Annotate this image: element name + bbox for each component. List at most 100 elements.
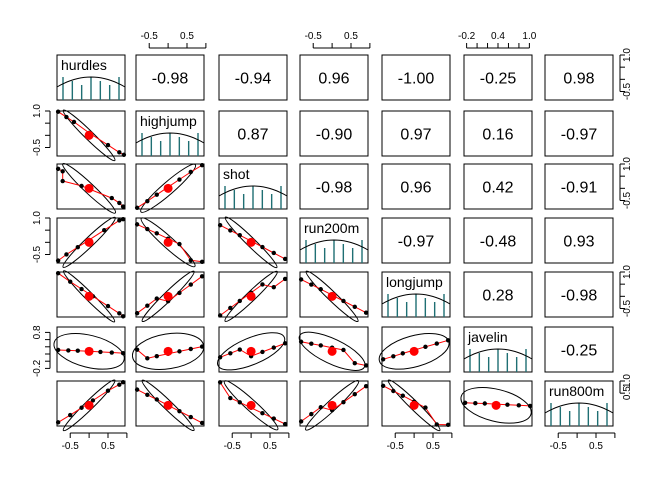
panel-run200m-run200m: run200m [299,217,369,264]
panel-highjump-longjump: 0.97 [381,110,451,157]
panel-highjump-javelin: 0.16 [463,110,533,157]
density-curve [463,348,533,360]
panel-javelin-run200m [298,326,369,373]
data-point [177,349,182,354]
data-point [188,282,193,287]
panel-frame [381,54,451,101]
data-point [228,228,233,233]
correlation-value: -0.48 [480,234,517,251]
data-point [199,344,205,349]
data-point [154,296,159,301]
panel-frame [135,54,205,101]
panel-frame [299,380,369,427]
mean-point [327,346,337,356]
correlation-value: 0.93 [563,234,594,251]
data-point [341,347,346,353]
top-axis-run200m: -0.5 0.5 [305,31,371,49]
data-point [260,282,265,287]
panel-highjump-run200m: -0.90 [299,110,369,157]
data-point [55,258,61,263]
panel-frame [381,217,451,264]
correlation-value: 0.96 [400,180,431,197]
data-point [75,348,80,353]
mean-point [327,291,337,301]
data-point [271,345,276,350]
data-point [117,218,122,223]
panel-run200m-shot [217,216,288,269]
data-point [228,351,233,356]
tick-label: 0.8 [32,325,43,339]
mean-point [163,291,173,301]
variable-label: run800m [549,383,604,399]
correlation-ellipse [62,162,117,214]
panel-highjump-run800m: -0.97 [544,110,614,157]
panel-run800m-longjump [380,379,451,432]
mean-point [491,400,501,410]
mean-point [246,291,256,301]
data-point [298,419,304,424]
data-point [145,198,150,204]
correlation-value: -0.94 [235,71,272,88]
top-axis-javelin: -0.2 0.4 1.0 [458,31,537,49]
right-axis-hurdles: -0.5 1.0 [619,48,633,100]
correlation-value: 0.16 [482,127,513,144]
tick-label: 1.0 [32,104,43,118]
panel-frame [56,110,126,157]
panel-run800m-run200m [298,380,369,431]
panel-frame [463,163,533,210]
data-point [79,286,84,292]
panel-frame [135,163,205,210]
density-curve [218,185,288,197]
panel-run800m-hurdles [55,379,126,432]
left-axis-javelin: -0.2 0.8 [32,325,51,377]
panel-run200m-run800m: 0.93 [544,217,614,264]
panel-longjump-highjump [134,270,205,323]
panel-run800m-run800m: run800m [544,380,614,427]
panel-frame [463,110,533,157]
tick-label: -0.5 [550,441,568,452]
variable-label: javelin [467,329,508,345]
data-point [482,401,487,406]
tick-label: -0.2 [32,359,43,377]
data-point [318,287,323,292]
variable-label: shot [223,166,250,182]
data-point [271,416,276,421]
data-point [352,360,357,366]
correlation-value: 0.28 [482,288,513,305]
mean-point [84,183,94,193]
panel-frame [56,217,126,264]
variable-label: run200m [304,220,359,236]
data-point [228,305,233,311]
data-point [380,357,386,362]
panel-shot-javelin: 0.42 [463,163,533,210]
panel-hurdles-run800m: 0.98 [544,54,614,101]
correlation-ellipse [53,333,125,370]
panel-run800m-highjump [134,379,205,432]
panel-highjump-shot: 0.87 [218,110,288,157]
mean-point [246,346,256,356]
panel-frame [381,326,451,373]
tick-label: 0.4 [491,31,505,42]
density-curve [135,132,205,144]
data-point [145,303,150,308]
tick-label: 0.5 [180,31,194,42]
panel-frame [218,326,288,373]
data-point [445,338,451,343]
panel-highjump-highjump: highjump [135,110,205,157]
right-axis-shot: -0.5 1.0 [619,157,633,209]
variable-label: highjump [140,113,197,129]
panel-frame [463,54,533,101]
data-point [423,405,428,410]
panel-run800m-javelin [460,380,533,427]
data-point [380,383,386,388]
panel-frame [381,380,451,427]
data-point [352,304,357,310]
data-point [237,400,242,405]
right-axis-longjump: -0.5 1.0 [619,265,633,317]
tick-label: 0.5 [263,441,277,452]
data-point [298,339,304,344]
panel-frame [299,54,369,101]
data-point [145,356,150,361]
correlation-value: 0.96 [318,71,349,88]
panel-hurdles-shot: -0.94 [218,54,288,101]
